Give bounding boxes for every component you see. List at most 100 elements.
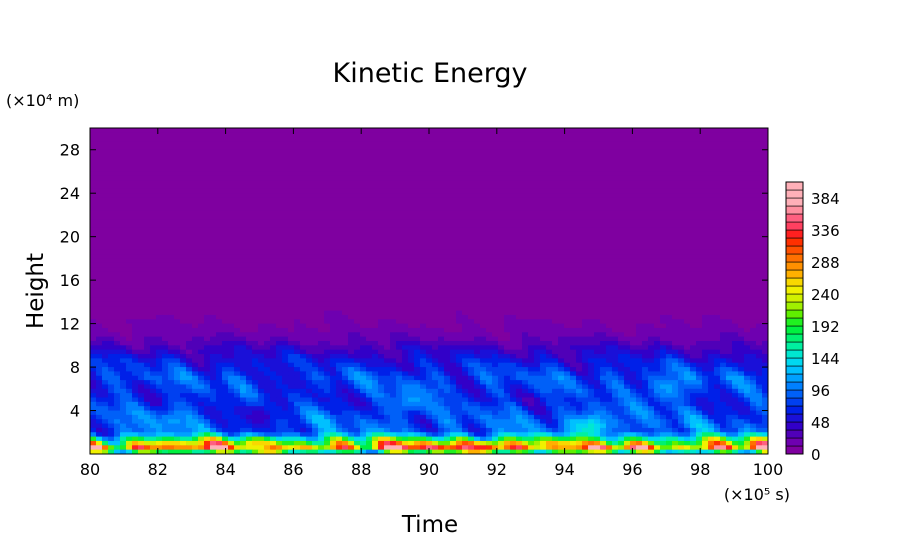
heatmap-cell xyxy=(552,193,559,199)
heatmap-cell xyxy=(126,193,133,199)
heatmap-cell xyxy=(216,262,223,268)
heatmap-cell xyxy=(258,288,265,294)
heatmap-cell xyxy=(642,288,649,294)
heatmap-cell xyxy=(624,275,631,281)
heatmap-cell xyxy=(252,167,259,173)
heatmap-cell xyxy=(570,141,577,146)
heatmap-cell xyxy=(576,141,583,146)
heatmap-cell xyxy=(522,223,529,229)
heatmap-cell xyxy=(720,206,727,212)
heatmap-cell xyxy=(270,206,277,212)
heatmap-cell xyxy=(240,219,247,225)
heatmap-cell xyxy=(168,275,175,281)
heatmap-cell xyxy=(324,301,331,307)
heatmap-cell xyxy=(642,245,649,251)
heatmap-cell xyxy=(228,128,235,133)
heatmap-cell xyxy=(660,258,667,264)
heatmap-cell xyxy=(150,162,157,168)
heatmap-cell xyxy=(576,206,583,212)
heatmap-cell xyxy=(312,201,319,207)
heatmap-cell xyxy=(444,193,451,199)
heatmap-cell xyxy=(162,132,169,138)
heatmap-cell xyxy=(288,284,295,290)
heatmap-cell xyxy=(582,258,589,264)
heatmap-cell xyxy=(564,306,571,312)
heatmap-cell xyxy=(534,162,541,168)
heatmap-cell xyxy=(222,201,229,207)
heatmap-cell xyxy=(150,188,157,194)
heatmap-cell xyxy=(432,288,439,294)
heatmap-cell xyxy=(288,219,295,225)
heatmap-cell xyxy=(558,310,565,316)
heatmap-cell xyxy=(354,149,361,155)
heatmap-cell xyxy=(168,171,175,177)
heatmap-cell xyxy=(414,254,421,259)
heatmap-cell xyxy=(420,180,427,186)
heatmap-cell xyxy=(600,280,607,286)
heatmap-cell xyxy=(360,167,367,173)
heatmap-cell xyxy=(258,201,265,207)
heatmap-cell xyxy=(282,236,289,242)
heatmap-cell xyxy=(222,232,229,238)
heatmap-cell xyxy=(744,193,751,199)
heatmap-cell xyxy=(432,145,439,151)
heatmap-cell xyxy=(366,306,373,312)
heatmap-cell xyxy=(258,280,265,286)
heatmap-cell xyxy=(426,280,433,286)
heatmap-cell xyxy=(318,262,325,268)
heatmap-cell xyxy=(342,141,349,146)
heatmap-cell xyxy=(732,206,739,212)
heatmap-cell xyxy=(624,158,631,164)
heatmap-cell xyxy=(366,275,373,281)
heatmap-cell xyxy=(228,284,235,290)
heatmap-cell xyxy=(642,306,649,312)
heatmap-cell xyxy=(90,271,97,277)
heatmap-cell xyxy=(372,154,379,160)
heatmap-cell xyxy=(468,175,475,181)
heatmap-cell xyxy=(492,262,499,268)
heatmap-cell xyxy=(330,245,337,251)
heatmap-cell xyxy=(348,171,355,177)
heatmap-cell xyxy=(498,267,505,273)
heatmap-cell xyxy=(648,258,655,264)
heatmap-cell xyxy=(648,141,655,146)
heatmap-cell xyxy=(660,201,667,207)
heatmap-cell xyxy=(96,201,103,207)
heatmap-cell xyxy=(480,223,487,229)
heatmap-cell xyxy=(576,288,583,294)
heatmap-cell xyxy=(234,241,241,246)
heatmap-cell xyxy=(180,201,187,207)
heatmap-cell xyxy=(324,267,331,273)
heatmap-cell xyxy=(126,145,133,151)
heatmap-cell xyxy=(264,258,271,264)
heatmap-cell xyxy=(90,258,97,264)
heatmap-cell xyxy=(156,162,163,168)
heatmap-cell xyxy=(330,314,337,320)
heatmap-cell xyxy=(558,267,565,273)
heatmap-cell xyxy=(222,162,229,168)
heatmap-cell xyxy=(708,210,715,216)
heatmap-cell xyxy=(168,175,175,181)
heatmap-cell xyxy=(576,297,583,303)
heatmap-cell xyxy=(552,254,559,259)
heatmap-cell xyxy=(576,249,583,255)
heatmap-cell xyxy=(222,167,229,173)
heatmap-cell xyxy=(420,136,427,142)
heatmap-cell xyxy=(360,280,367,286)
heatmap-cell xyxy=(576,254,583,259)
heatmap-cell xyxy=(150,254,157,259)
heatmap-cell xyxy=(318,236,325,242)
heatmap-cell xyxy=(390,232,397,238)
heatmap-cell xyxy=(312,193,319,199)
heatmap-cell xyxy=(450,310,457,316)
heatmap-cell xyxy=(690,201,697,207)
heatmap-cell xyxy=(492,310,499,316)
heatmap-cell xyxy=(396,288,403,294)
heatmap-cell xyxy=(336,288,343,294)
heatmap-cell xyxy=(384,314,391,320)
heatmap-cell xyxy=(138,223,145,229)
heatmap-cell xyxy=(156,249,163,255)
heatmap-cell xyxy=(318,275,325,281)
heatmap-cell xyxy=(660,293,667,299)
heatmap-cell xyxy=(738,314,745,320)
